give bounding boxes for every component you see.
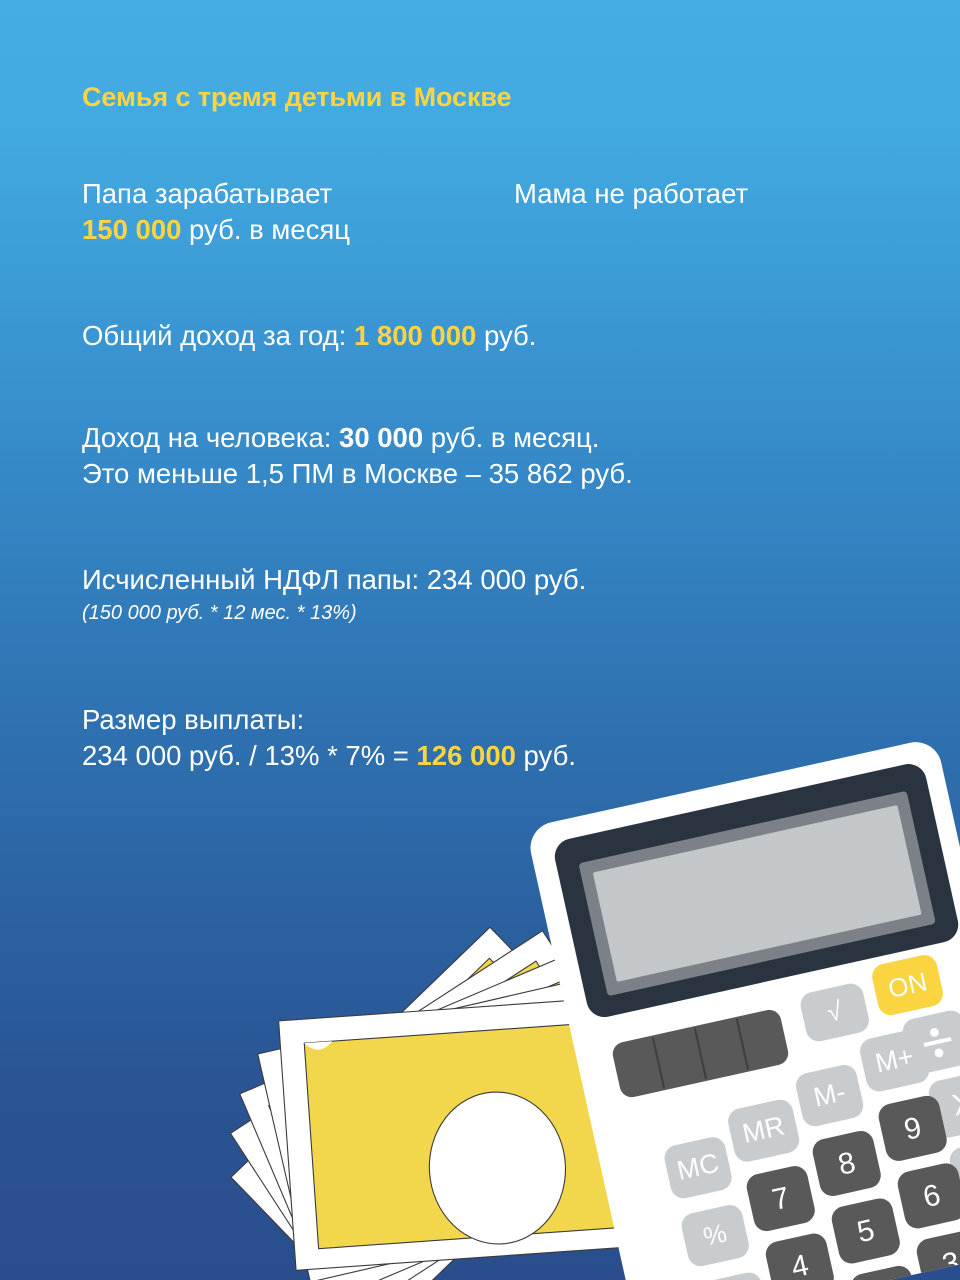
dad-amount: 150 000 — [82, 214, 182, 245]
calculator-key-divide — [902, 1010, 960, 1074]
svg-text:6: 6 — [920, 1178, 943, 1214]
svg-text:4: 4 — [788, 1249, 811, 1280]
svg-text:9: 9 — [901, 1111, 924, 1147]
dad-amount-unit: руб. в месяц — [181, 214, 350, 245]
calculator-key-3: 3 — [916, 1230, 960, 1280]
calculator-key-percent: % — [681, 1205, 749, 1267]
payout-formula: 234 000 руб. / 13% * 7% = 126 000 руб. — [82, 738, 576, 774]
calculator-key-sqrt: √ — [800, 983, 869, 1042]
payout-formula-head: 234 000 руб. / 13% * 7% = — [82, 740, 417, 771]
calculator-key-m-plus: M+ — [860, 1029, 930, 1092]
per-capita-block: Доход на человека: 30 000 руб. в месяц. … — [82, 420, 633, 492]
banknote-stack — [229, 926, 706, 1280]
svg-text:ON: ON — [885, 966, 930, 1004]
calculator-key-7: 7 — [746, 1166, 815, 1232]
payout-title: Размер выплаты: — [82, 704, 305, 735]
calculator-key-m-minus: M- — [796, 1065, 864, 1127]
ndfl-formula-note: (150 000 руб. * 12 мес. * 13%) — [82, 602, 357, 624]
per-capita-label: Доход на человека: — [82, 422, 340, 453]
calculator-key-6: 6 — [897, 1163, 960, 1229]
svg-text:MC: MC — [674, 1148, 721, 1186]
per-capita-comparison: Это меньше 1,5 ПМ в Москве – 35 862 руб. — [82, 458, 633, 489]
calculator-key-2: 2 — [850, 1265, 919, 1280]
annual-income-unit: руб. — [476, 320, 537, 351]
svg-text:5: 5 — [854, 1214, 877, 1250]
svg-text:7: 7 — [769, 1181, 792, 1217]
dad-earnings-label: Папа зарабатывает — [82, 178, 333, 209]
page-title: Семья с тремя детьми в Москве — [82, 82, 512, 112]
calculator-key-plus-minus: +/_ — [700, 1272, 768, 1280]
mom-status-label: Мама не работает — [514, 178, 749, 209]
annual-income-amount: 1 800 000 — [353, 320, 477, 351]
calculator-key-9: 9 — [878, 1095, 947, 1161]
calculator-body — [530, 742, 960, 1280]
annual-income-block: Общий доход за год: 1 800 000 руб. — [82, 318, 536, 354]
ndfl-line: Исчисленный НДФЛ папы: 234 000 руб. — [82, 564, 587, 595]
svg-text:M+: M+ — [872, 1041, 916, 1079]
ndfl-block: Исчисленный НДФЛ папы: 234 000 руб. (150… — [82, 562, 586, 628]
annual-income-line: Общий доход за год: 1 800 000 руб. — [82, 318, 536, 354]
annual-income-label: Общий доход за год: — [82, 320, 354, 351]
calculator-key-minus — [949, 1139, 960, 1205]
svg-text:3: 3 — [939, 1246, 960, 1280]
svg-text:M-: M- — [811, 1077, 848, 1113]
calculator-key-multiply: X — [928, 1072, 960, 1138]
svg-text:8: 8 — [835, 1146, 858, 1182]
svg-text:%: % — [700, 1218, 729, 1252]
calculator-key-mc: MC — [664, 1137, 732, 1199]
calculator-key-4: 4 — [765, 1233, 834, 1280]
svg-text:MR: MR — [740, 1111, 787, 1149]
per-capita-amount: 30 000 — [339, 422, 424, 453]
svg-text:√: √ — [824, 995, 845, 1028]
calculator-key-on: ON — [872, 955, 943, 1016]
dad-earnings-block: Папа зарабатывает 150 000 руб. в месяц — [82, 176, 502, 248]
calculator: √ ON — [530, 742, 960, 1280]
calculator-slider-bar — [612, 1009, 789, 1098]
per-capita-unit: руб. в месяц. — [423, 422, 600, 453]
calculator-display — [554, 764, 959, 1018]
calculator-key-mr: MR — [728, 1099, 800, 1162]
calculator-key-5: 5 — [831, 1198, 900, 1264]
svg-text:X: X — [949, 1086, 960, 1123]
dad-earnings-value: 150 000 руб. в месяц — [82, 212, 502, 248]
mom-status-block: Мама не работает — [514, 176, 748, 212]
calculator-key-8: 8 — [812, 1130, 881, 1197]
payout-result-unit: руб. — [515, 740, 576, 771]
payout-block: Размер выплаты: 234 000 руб. / 13% * 7% … — [82, 702, 576, 774]
payout-result: 126 000 — [416, 740, 516, 771]
per-capita-line: Доход на человека: 30 000 руб. в месяц. — [82, 420, 633, 456]
